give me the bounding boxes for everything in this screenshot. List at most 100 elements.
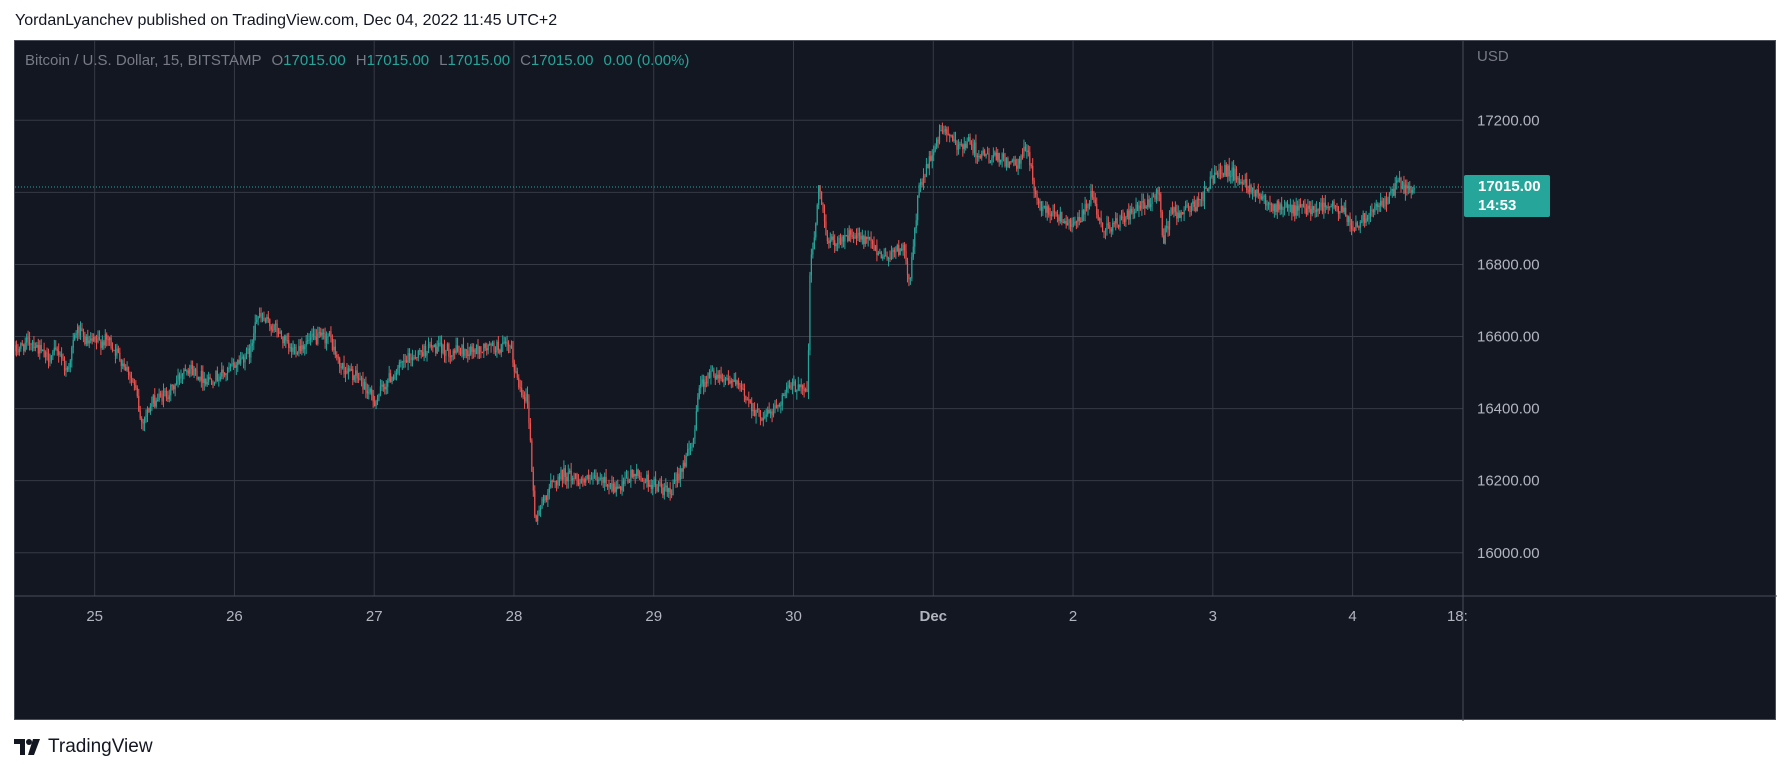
candle-body — [387, 381, 389, 387]
candle-body — [922, 175, 925, 186]
candle-body — [275, 323, 277, 325]
candle-body — [436, 346, 438, 354]
candle-body — [724, 378, 727, 380]
candle-body — [957, 144, 960, 150]
candle-body — [768, 409, 770, 414]
candle-body — [541, 498, 543, 509]
candle-body — [975, 142, 977, 156]
candle-body — [1358, 226, 1360, 228]
candle-body — [93, 337, 95, 342]
candle-body — [786, 386, 788, 393]
candle-body — [104, 334, 106, 346]
candle-body — [58, 350, 60, 355]
candle-body — [324, 333, 326, 344]
candlestick-chart[interactable]: 17200.0017000.0016800.0016600.0016400.00… — [15, 41, 1777, 721]
candle-body — [949, 134, 951, 136]
candle-body — [1356, 222, 1358, 227]
candle-body — [1043, 205, 1045, 207]
candle-body — [526, 393, 529, 402]
candle-body — [914, 228, 916, 247]
candle-body — [1058, 216, 1060, 222]
candle-body — [107, 339, 109, 341]
price-tick-label: 16200.00 — [1477, 473, 1540, 490]
candle-body — [1184, 205, 1187, 210]
candle-body — [133, 382, 135, 385]
candle-body — [1266, 204, 1268, 206]
candle-body — [420, 350, 422, 353]
candle-body — [1260, 196, 1262, 199]
chart-panel[interactable]: 17200.0017000.0016800.0016600.0016400.00… — [14, 40, 1777, 721]
candle-body — [736, 380, 738, 385]
candle-body — [703, 379, 705, 387]
candle-body — [1131, 208, 1133, 213]
candle-body — [462, 345, 465, 356]
candle-body — [739, 385, 741, 388]
candle-body — [170, 385, 172, 396]
candle-body — [883, 255, 885, 257]
candle-body — [538, 509, 540, 516]
candle-body — [845, 235, 847, 237]
candle-body — [1299, 204, 1302, 208]
candle-body — [547, 492, 549, 501]
candle-body — [968, 137, 970, 142]
candle-body — [994, 152, 996, 156]
candle-body — [258, 313, 261, 317]
candle-body — [567, 472, 569, 482]
candle-body — [1372, 210, 1374, 213]
candle-body — [1361, 221, 1363, 223]
candle-body — [143, 417, 146, 424]
candle-body — [662, 487, 664, 496]
candle-body — [924, 175, 926, 177]
candle-body — [56, 349, 58, 351]
candle-body — [210, 379, 213, 384]
candle-body — [576, 473, 578, 481]
candle-body — [532, 471, 534, 491]
candle-body — [733, 379, 735, 382]
candle-body — [521, 387, 523, 396]
candle-body — [573, 478, 575, 480]
candle-body — [123, 363, 125, 368]
candle-body — [305, 340, 307, 347]
tradingview-logo[interactable]: TradingView — [14, 736, 153, 758]
candle-body — [1269, 202, 1271, 205]
candle-body — [97, 337, 99, 343]
candle-body — [129, 374, 131, 377]
candle-body — [1374, 206, 1376, 213]
candle-body — [1180, 212, 1182, 218]
candle-body — [119, 352, 121, 361]
candle-body — [984, 150, 986, 157]
time-tick-label: 27 — [366, 608, 383, 625]
candle-body — [1314, 209, 1316, 213]
candle-body — [882, 256, 884, 259]
candle-body — [707, 372, 709, 384]
candle-body — [401, 361, 403, 363]
candle-body — [1069, 219, 1072, 227]
candle-body — [1141, 201, 1143, 209]
candle-body — [765, 414, 767, 417]
candle-body — [644, 481, 647, 483]
legend-symbol: Bitcoin / U.S. Dollar, 15, BITSTAMP — [25, 52, 261, 69]
candle-body — [171, 385, 173, 387]
candle-body — [1103, 231, 1105, 233]
candle-body — [672, 482, 674, 495]
candle-body — [1222, 174, 1225, 176]
candle-body — [1126, 210, 1128, 217]
candle-body — [909, 278, 911, 280]
candle-body — [1270, 204, 1273, 206]
candle-body — [1282, 208, 1284, 210]
candle-body — [390, 373, 392, 382]
candle-body — [186, 370, 188, 372]
candle-body — [253, 333, 255, 344]
candle-body — [1160, 193, 1162, 213]
candle-body — [122, 363, 124, 366]
legend-close-value: 17015.00 — [531, 52, 594, 69]
candle-body — [454, 350, 456, 353]
candle-body — [291, 347, 293, 352]
candle-body — [235, 365, 237, 368]
candle-body — [1139, 205, 1142, 209]
candle-body — [1407, 186, 1409, 189]
candle-body — [398, 362, 400, 368]
candle-body — [159, 393, 162, 395]
candle-body — [1366, 218, 1369, 220]
candle-body — [925, 164, 928, 177]
